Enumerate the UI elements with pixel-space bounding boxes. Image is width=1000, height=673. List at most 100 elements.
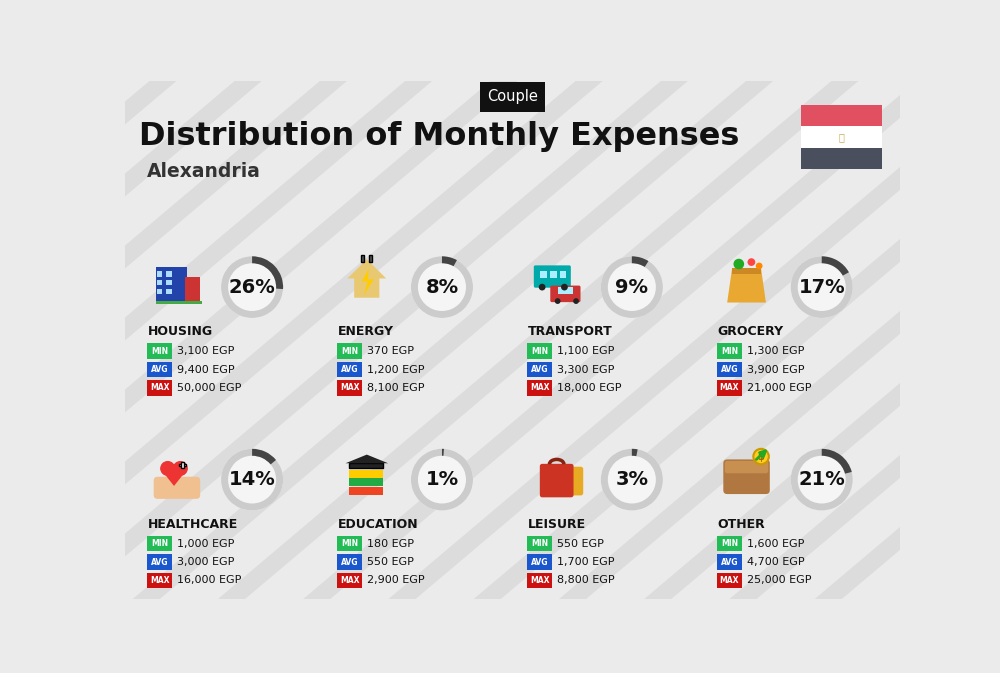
- FancyBboxPatch shape: [147, 573, 172, 588]
- Polygon shape: [0, 81, 347, 599]
- Text: 9,400 EGP: 9,400 EGP: [177, 365, 235, 374]
- FancyBboxPatch shape: [156, 301, 202, 304]
- FancyBboxPatch shape: [185, 277, 200, 301]
- Text: 21,000 EGP: 21,000 EGP: [747, 383, 811, 393]
- Polygon shape: [160, 468, 188, 486]
- Polygon shape: [729, 81, 1000, 599]
- Polygon shape: [644, 81, 1000, 599]
- Wedge shape: [601, 256, 663, 318]
- Text: 3,100 EGP: 3,100 EGP: [177, 346, 234, 356]
- Text: 9%: 9%: [615, 278, 648, 297]
- FancyBboxPatch shape: [527, 380, 552, 396]
- Wedge shape: [822, 449, 852, 474]
- Polygon shape: [0, 81, 262, 599]
- FancyBboxPatch shape: [337, 555, 362, 570]
- Text: MAX: MAX: [720, 384, 739, 392]
- FancyBboxPatch shape: [527, 536, 552, 551]
- FancyBboxPatch shape: [558, 287, 573, 294]
- Text: HOUSING: HOUSING: [148, 325, 213, 339]
- FancyBboxPatch shape: [557, 466, 583, 495]
- Polygon shape: [0, 81, 91, 599]
- Text: AVG: AVG: [341, 557, 358, 567]
- Polygon shape: [0, 81, 432, 599]
- FancyBboxPatch shape: [147, 536, 172, 551]
- Circle shape: [791, 449, 853, 510]
- Wedge shape: [601, 449, 663, 510]
- Polygon shape: [474, 81, 1000, 599]
- Polygon shape: [559, 81, 1000, 599]
- Text: AVG: AVG: [721, 557, 738, 567]
- Text: MIN: MIN: [151, 347, 168, 355]
- FancyBboxPatch shape: [349, 470, 383, 478]
- FancyBboxPatch shape: [349, 463, 383, 468]
- Wedge shape: [252, 449, 276, 464]
- Text: ENERGY: ENERGY: [338, 325, 394, 339]
- Text: 2,900 EGP: 2,900 EGP: [367, 575, 424, 586]
- Text: 550 EGP: 550 EGP: [367, 557, 414, 567]
- Text: 550 EGP: 550 EGP: [557, 538, 604, 548]
- Text: 1,300 EGP: 1,300 EGP: [747, 346, 804, 356]
- FancyBboxPatch shape: [732, 268, 761, 274]
- Wedge shape: [791, 449, 853, 510]
- Circle shape: [601, 256, 663, 318]
- Polygon shape: [303, 81, 944, 599]
- FancyBboxPatch shape: [349, 487, 383, 495]
- FancyBboxPatch shape: [147, 380, 172, 396]
- Text: MIN: MIN: [721, 347, 738, 355]
- FancyBboxPatch shape: [157, 280, 162, 285]
- FancyBboxPatch shape: [181, 462, 184, 468]
- Text: 3,300 EGP: 3,300 EGP: [557, 365, 614, 374]
- FancyBboxPatch shape: [527, 573, 552, 588]
- FancyBboxPatch shape: [540, 464, 574, 497]
- Text: 8,100 EGP: 8,100 EGP: [367, 383, 424, 393]
- Polygon shape: [218, 81, 859, 599]
- Wedge shape: [442, 256, 457, 267]
- Circle shape: [791, 256, 853, 318]
- FancyBboxPatch shape: [337, 362, 362, 377]
- FancyBboxPatch shape: [717, 555, 742, 570]
- FancyBboxPatch shape: [154, 476, 200, 499]
- Text: MIN: MIN: [341, 539, 358, 548]
- FancyBboxPatch shape: [337, 536, 362, 551]
- Text: 4,700 EGP: 4,700 EGP: [747, 557, 804, 567]
- FancyBboxPatch shape: [361, 255, 364, 262]
- Text: MIN: MIN: [531, 539, 548, 548]
- Text: MAX: MAX: [720, 576, 739, 585]
- FancyBboxPatch shape: [560, 271, 566, 279]
- Text: $: $: [758, 452, 764, 462]
- Circle shape: [539, 284, 546, 291]
- FancyBboxPatch shape: [540, 271, 547, 279]
- Text: HEALTHCARE: HEALTHCARE: [148, 518, 239, 531]
- Wedge shape: [252, 256, 283, 289]
- Text: 25,000 EGP: 25,000 EGP: [747, 575, 811, 586]
- Circle shape: [601, 449, 663, 510]
- Text: 1,100 EGP: 1,100 EGP: [557, 346, 614, 356]
- Circle shape: [555, 298, 561, 304]
- Text: Distribution of Monthly Expenses: Distribution of Monthly Expenses: [139, 121, 739, 153]
- Text: GROCERY: GROCERY: [718, 325, 784, 339]
- Text: 180 EGP: 180 EGP: [367, 538, 414, 548]
- Text: AVG: AVG: [341, 365, 358, 374]
- Wedge shape: [632, 256, 648, 267]
- Circle shape: [733, 258, 744, 269]
- Text: 𓅃: 𓅃: [839, 132, 844, 142]
- Circle shape: [573, 298, 579, 304]
- FancyBboxPatch shape: [534, 265, 571, 287]
- FancyBboxPatch shape: [527, 343, 552, 359]
- Text: 8%: 8%: [425, 278, 459, 297]
- FancyBboxPatch shape: [166, 271, 172, 277]
- Text: MIN: MIN: [341, 347, 358, 355]
- Text: 1,600 EGP: 1,600 EGP: [747, 538, 804, 548]
- Text: MIN: MIN: [151, 539, 168, 548]
- Text: AVG: AVG: [151, 365, 169, 374]
- Polygon shape: [900, 81, 1000, 599]
- Circle shape: [753, 449, 769, 464]
- Text: 1%: 1%: [425, 470, 459, 489]
- Text: OTHER: OTHER: [718, 518, 766, 531]
- FancyBboxPatch shape: [550, 271, 557, 279]
- Text: 17%: 17%: [798, 278, 845, 297]
- FancyBboxPatch shape: [717, 536, 742, 551]
- Wedge shape: [632, 449, 638, 456]
- Polygon shape: [388, 81, 1000, 599]
- FancyBboxPatch shape: [337, 343, 362, 359]
